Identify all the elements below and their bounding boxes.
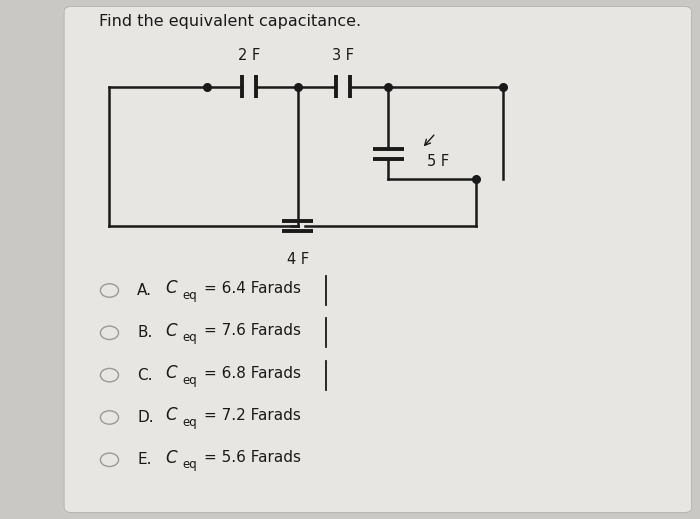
Text: B.: B. <box>137 325 153 340</box>
Text: = 7.6 Farads: = 7.6 Farads <box>204 323 300 338</box>
Text: 4 F: 4 F <box>286 252 309 267</box>
Text: eq: eq <box>183 374 197 387</box>
Text: C: C <box>165 364 177 382</box>
Text: D.: D. <box>137 410 154 425</box>
Text: eq: eq <box>183 289 197 302</box>
Text: A.: A. <box>137 283 153 298</box>
Text: = 5.6 Farads: = 5.6 Farads <box>204 450 300 465</box>
Text: eq: eq <box>183 458 197 471</box>
Text: eq: eq <box>183 332 197 345</box>
Text: 2 F: 2 F <box>238 48 260 63</box>
Text: 3 F: 3 F <box>332 48 354 63</box>
Text: = 6.4 Farads: = 6.4 Farads <box>204 281 300 296</box>
Text: C.: C. <box>137 367 153 383</box>
FancyBboxPatch shape <box>64 7 692 512</box>
Text: C: C <box>165 322 177 340</box>
Text: 5 F: 5 F <box>427 154 449 169</box>
Text: eq: eq <box>183 416 197 429</box>
Text: C: C <box>165 279 177 297</box>
Text: = 6.8 Farads: = 6.8 Farads <box>204 365 300 380</box>
Text: Find the equivalent capacitance.: Find the equivalent capacitance. <box>99 15 361 29</box>
Text: C: C <box>165 449 177 467</box>
Text: C: C <box>165 406 177 425</box>
Text: = 7.2 Farads: = 7.2 Farads <box>204 408 300 423</box>
Text: E.: E. <box>137 452 152 467</box>
